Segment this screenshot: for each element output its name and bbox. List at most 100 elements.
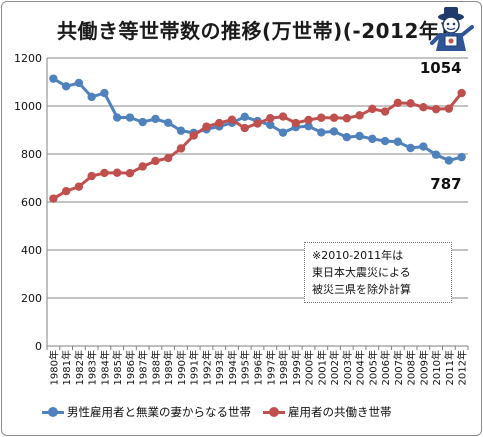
chart-title: 共働き等世帯数の推移(万世帯)(-2012年): [57, 19, 450, 43]
data-point: [393, 98, 403, 108]
x-tick-label: 2003年: [341, 350, 354, 385]
data-point: [151, 114, 160, 124]
x-tick-label: 1996年: [252, 350, 265, 385]
x-tick-label: 1986年: [124, 350, 137, 385]
x-tick-label: 2000年: [303, 350, 316, 385]
data-point: [151, 156, 160, 166]
annotation-note: ※2010-2011年は 東日本大震災による 被災三県を除外計算: [304, 242, 452, 303]
x-tick-label: 1988年: [149, 350, 162, 385]
data-point: [368, 134, 377, 144]
data-point: [138, 117, 147, 127]
data-point: [431, 150, 441, 159]
data-point: [163, 118, 173, 128]
x-tick-label: 2010年: [430, 350, 443, 385]
data-point: [100, 168, 109, 178]
x-tick-label: 2012年: [456, 350, 469, 385]
legend-swatch-red: [263, 406, 285, 418]
data-point: [304, 121, 313, 131]
legend-item-dual-income: 雇用者の共働き世帯: [263, 404, 392, 420]
data-point: [291, 118, 300, 128]
y-tick-label: 0: [35, 340, 42, 353]
data-point: [125, 169, 135, 178]
x-tick-label: 2001年: [315, 350, 328, 385]
x-tick-label: 1999年: [290, 350, 303, 385]
data-point: [406, 99, 415, 108]
legend-swatch-blue: [42, 406, 64, 418]
data-point: [444, 156, 454, 165]
data-point: [240, 123, 249, 133]
data-point: [74, 182, 84, 191]
series-line-1: [52, 92, 463, 200]
data-point: [87, 171, 96, 181]
x-tick-label: 1982年: [73, 350, 86, 385]
data-point: [202, 122, 211, 131]
x-tick-label: 1991年: [188, 350, 201, 385]
data-point: [329, 113, 339, 122]
data-point: [380, 136, 390, 146]
x-tick-label: 2011年: [443, 350, 456, 385]
x-tick-label: 2009年: [417, 350, 430, 385]
x-tick-label: 1987年: [137, 350, 150, 385]
x-tick-label: 1980年: [47, 350, 60, 385]
data-point: [227, 115, 237, 124]
data-point: [317, 128, 326, 137]
x-tick-label: 1990年: [175, 350, 188, 385]
x-tick-label: 2002年: [328, 350, 341, 385]
y-tick-label: 1000: [14, 100, 42, 113]
data-label-end: 787: [430, 175, 461, 193]
x-tick-label: 1993年: [213, 350, 226, 385]
x-tick-label: 2005年: [366, 350, 379, 385]
y-tick-label: 600: [21, 196, 42, 209]
data-point: [329, 127, 339, 136]
data-point: [368, 104, 377, 114]
data-label-end: 1054: [420, 59, 462, 77]
data-point: [87, 92, 96, 102]
mascot-icon: [430, 7, 474, 51]
data-point: [49, 74, 58, 83]
data-point: [355, 111, 364, 120]
x-tick-label: 1997年: [264, 350, 277, 385]
y-tick-label: 200: [21, 292, 42, 305]
data-point: [138, 162, 147, 171]
note-line: 被災三県を除外計算: [312, 283, 411, 296]
data-point: [431, 104, 441, 114]
data-point: [419, 142, 428, 151]
x-tick-label: 2008年: [405, 350, 418, 385]
legend-label: 雇用者の共働き世帯: [288, 405, 392, 419]
data-point: [406, 143, 415, 153]
data-point: [457, 152, 466, 162]
data-point: [189, 131, 198, 140]
data-point: [176, 126, 186, 135]
data-point: [163, 153, 173, 163]
x-tick-label: 1992年: [200, 350, 213, 385]
data-point: [342, 114, 352, 123]
data-point: [49, 194, 58, 203]
data-point: [100, 88, 109, 98]
data-point: [112, 113, 122, 122]
x-tick-label: 2006年: [379, 350, 392, 385]
data-point: [444, 104, 454, 113]
data-point: [61, 187, 71, 196]
x-tick-label: 1985年: [111, 350, 124, 385]
data-point: [342, 133, 352, 142]
data-point: [419, 103, 428, 112]
x-tick-label: 1995年: [239, 350, 252, 385]
legend-label: 男性雇用者と無業の妻からなる世帯: [67, 405, 251, 419]
y-tick-label: 800: [21, 148, 42, 161]
data-point: [74, 78, 84, 88]
legend-item-male-breadwinner: 男性雇用者と無業の妻からなる世帯: [42, 404, 251, 420]
data-point: [240, 112, 249, 122]
line-chart: 0 200 400 600 800 1000 1200 1980年 1981年 1982年 1983…: [14, 52, 469, 385]
x-tick-label: 2004年: [354, 350, 367, 385]
data-point: [393, 137, 403, 146]
x-tick-label: 2007年: [392, 350, 405, 385]
x-tick-label: 1998年: [277, 350, 290, 385]
data-point: [278, 128, 288, 137]
data-point: [380, 107, 390, 116]
data-point: [457, 88, 466, 98]
data-point: [304, 115, 313, 125]
x-tick-label: 1984年: [98, 350, 111, 385]
note-line: 東日本大震災による: [312, 266, 411, 279]
data-point: [266, 114, 275, 123]
